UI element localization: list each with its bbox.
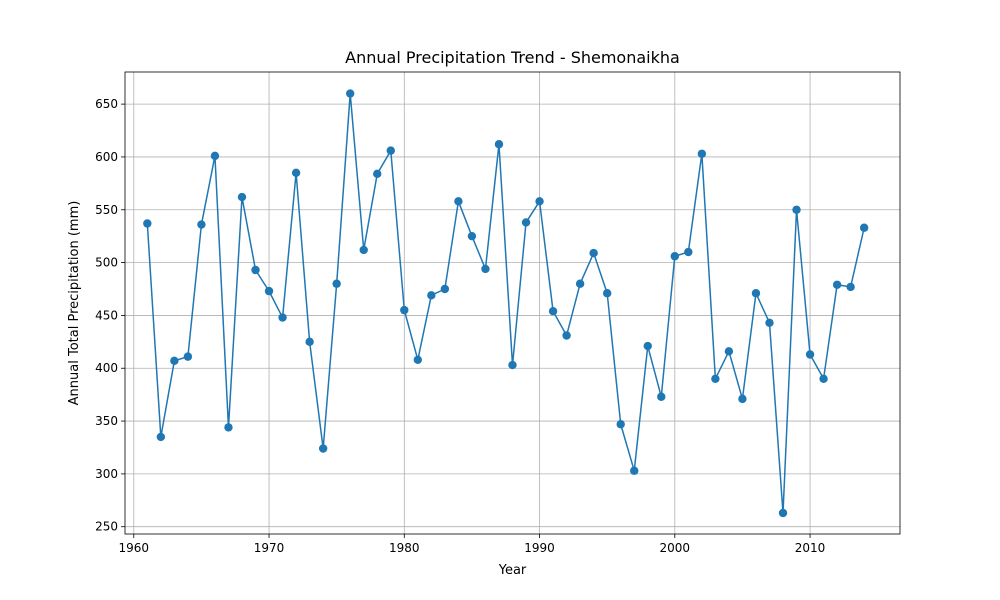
- axis-ticks: 1960 1970 1980 1990 2000 2010 250 300 350 400 450 5…: [95, 97, 825, 555]
- data-point: [521, 218, 531, 227]
- y-tick-label: 400: [95, 361, 118, 375]
- data-point: [724, 347, 734, 356]
- data-point: [711, 374, 720, 383]
- data-point: [413, 355, 423, 364]
- data-point: [359, 245, 368, 255]
- y-tick-label: 650: [95, 97, 118, 111]
- data-point: [305, 337, 314, 347]
- data-point: [332, 279, 341, 288]
- chart-title: Annual Precipitation Trend - Shemonaikha: [345, 48, 680, 67]
- data-point: [318, 444, 328, 453]
- data-point: [575, 279, 585, 288]
- data-point: [454, 197, 463, 206]
- data-point: [738, 394, 747, 404]
- x-tick-label: 1970: [254, 541, 285, 555]
- data-point: [792, 205, 801, 214]
- y-tick-label: 250: [95, 520, 118, 534]
- y-tick-label: 500: [95, 256, 118, 270]
- data-point: [846, 282, 855, 292]
- x-tick-label: 1960: [119, 541, 150, 555]
- data-point: [643, 341, 652, 351]
- data-point: [278, 313, 287, 322]
- y-tick-label: 600: [95, 150, 118, 164]
- data-point: [346, 89, 355, 98]
- y-tick-label: 550: [95, 203, 118, 217]
- data-point: [684, 247, 693, 257]
- data-point: [183, 352, 193, 361]
- data-point: [197, 220, 206, 229]
- data-point: [251, 265, 260, 275]
- data-point: [373, 169, 382, 179]
- data-point: [224, 423, 233, 432]
- data-point: [237, 192, 247, 202]
- data-point: [778, 508, 788, 518]
- data-point: [427, 291, 436, 300]
- x-axis-label: Year: [498, 563, 527, 578]
- data-point: [535, 197, 544, 206]
- y-axis-label: Annual Total Precipitation (mm): [67, 201, 82, 406]
- plot-frame: [124, 71, 901, 535]
- data-point: [657, 392, 666, 401]
- data-point: [156, 432, 166, 442]
- data-point: [386, 146, 395, 155]
- data-point: [805, 350, 815, 359]
- data-point: [589, 248, 598, 258]
- x-tick-label: 1980: [389, 541, 420, 555]
- x-tick-label: 1990: [524, 541, 555, 555]
- data-point: [264, 286, 274, 296]
- y-tick-label: 350: [95, 414, 118, 428]
- data-point: [481, 264, 490, 274]
- data-point: [508, 360, 517, 370]
- data-point: [670, 252, 679, 261]
- data-point: [494, 140, 504, 149]
- data-point: [630, 466, 639, 475]
- data-point: [751, 289, 761, 298]
- data-point: [697, 149, 707, 158]
- data-point: [602, 289, 612, 298]
- y-tick-label: 300: [95, 467, 118, 481]
- data-point: [143, 219, 152, 228]
- data-point: [467, 231, 477, 241]
- data-point: [832, 280, 842, 289]
- data-point: [291, 168, 301, 177]
- x-tick-label: 2000: [660, 541, 691, 555]
- data-point: [400, 305, 409, 315]
- series-layer: [143, 89, 869, 518]
- data-point: [548, 306, 558, 316]
- data-point: [616, 420, 625, 429]
- data-point: [562, 331, 571, 340]
- data-point: [819, 374, 828, 383]
- y-tick-label: 450: [95, 308, 118, 322]
- data-point: [210, 151, 220, 161]
- x-tick-label: 2010: [795, 541, 826, 555]
- data-point: [170, 356, 179, 366]
- data-point: [440, 284, 450, 294]
- data-point: [765, 318, 774, 328]
- data-point: [859, 223, 869, 232]
